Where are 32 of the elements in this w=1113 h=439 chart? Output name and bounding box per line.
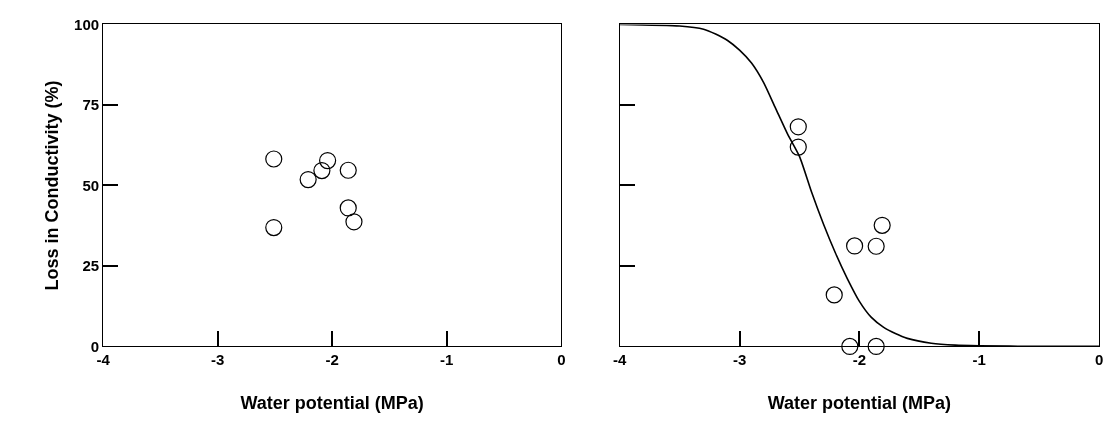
point [825, 286, 843, 304]
y-tick-label: 100 [74, 15, 100, 33]
y-tick-label: 75 [82, 96, 100, 114]
point [841, 337, 859, 355]
point [789, 118, 807, 136]
x-axis-title: Water potential (MPa) [240, 392, 424, 413]
x-tick-label: -3 [210, 351, 225, 369]
point [339, 199, 357, 217]
x-tick-label: -3 [732, 351, 747, 369]
point [319, 152, 337, 170]
point [265, 150, 283, 168]
point [789, 138, 807, 156]
x-tick-label: 0 [1094, 351, 1104, 369]
point [265, 218, 283, 237]
point [846, 237, 864, 255]
point [313, 161, 331, 180]
point [873, 216, 891, 234]
point [339, 161, 357, 179]
point [867, 237, 885, 255]
x-tick-label: -2 [325, 351, 339, 369]
x-tick-label: -4 [613, 351, 628, 369]
x-axis-title: Water potential (MPa) [767, 392, 952, 413]
point [299, 171, 317, 189]
x-tick-label: 0 [557, 351, 566, 369]
y-tick-label: 50 [82, 176, 100, 194]
y-tick-label: 25 [82, 257, 100, 275]
x-tick-label: -1 [972, 351, 986, 369]
y-axis-title: Loss in Conductivity (%) [42, 80, 63, 291]
x-tick-label: -1 [440, 351, 454, 369]
point [867, 337, 885, 355]
point [345, 213, 363, 231]
x-tick-label: -2 [852, 351, 867, 369]
